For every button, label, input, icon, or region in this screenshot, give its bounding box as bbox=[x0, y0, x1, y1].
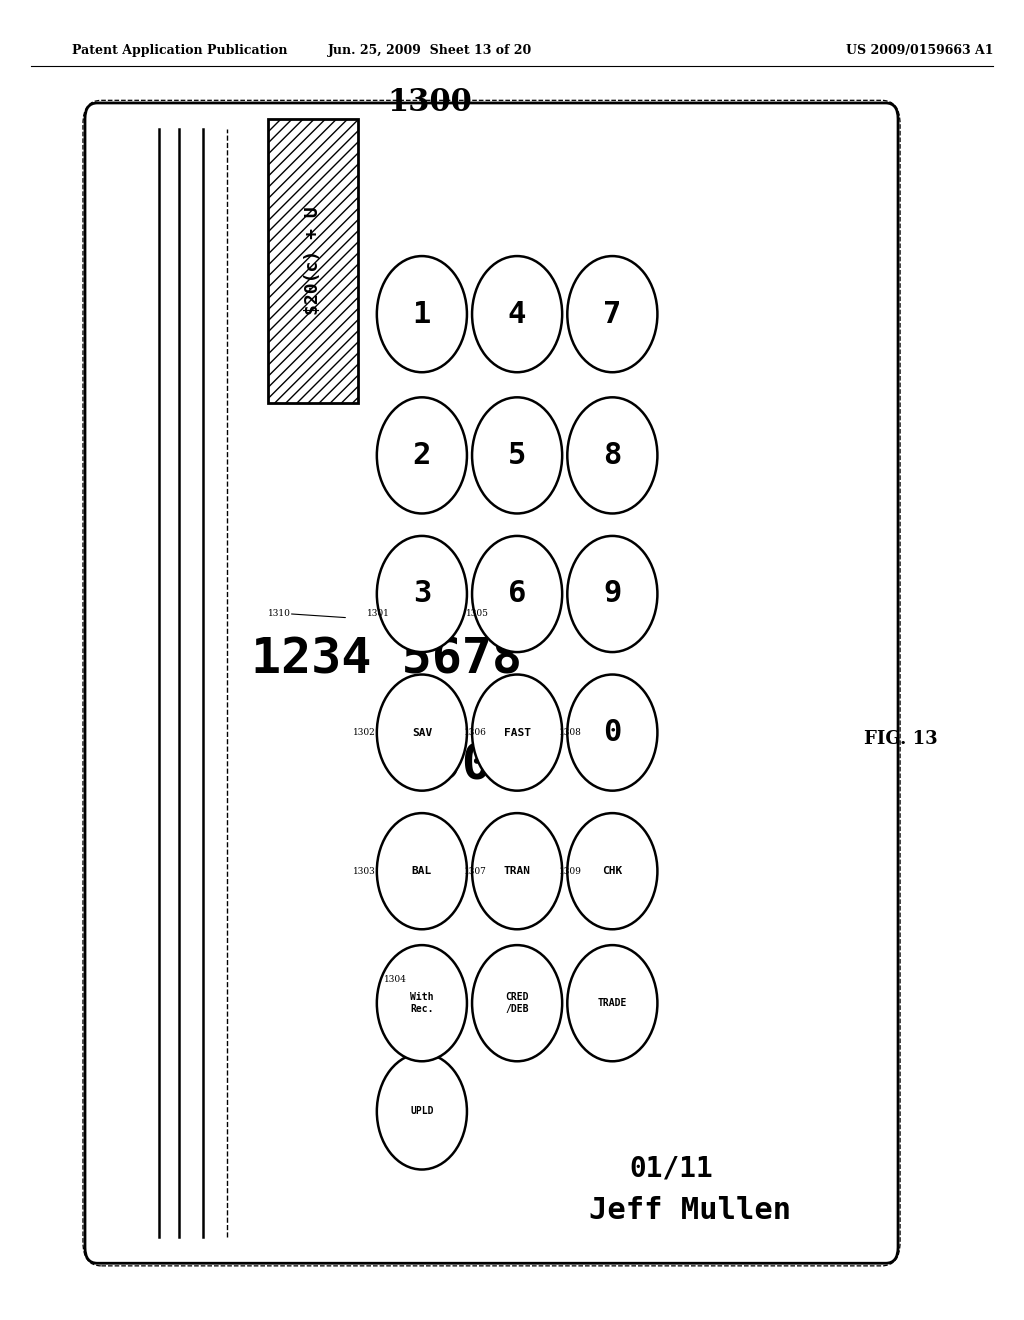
Text: 1310: 1310 bbox=[268, 610, 291, 618]
Text: FAST: FAST bbox=[504, 727, 530, 738]
Text: With
Rec.: With Rec. bbox=[411, 993, 433, 1014]
Text: 1: 1 bbox=[413, 300, 431, 329]
Circle shape bbox=[567, 675, 657, 791]
Text: 1305: 1305 bbox=[466, 610, 488, 618]
Circle shape bbox=[377, 1053, 467, 1170]
Text: 1304: 1304 bbox=[384, 975, 407, 983]
Circle shape bbox=[567, 945, 657, 1061]
Text: 4: 4 bbox=[508, 300, 526, 329]
Circle shape bbox=[472, 675, 562, 791]
Circle shape bbox=[377, 813, 467, 929]
Circle shape bbox=[567, 256, 657, 372]
Text: UPLD: UPLD bbox=[411, 1106, 433, 1117]
Circle shape bbox=[472, 536, 562, 652]
Text: 1309: 1309 bbox=[559, 867, 582, 875]
Circle shape bbox=[377, 256, 467, 372]
Text: 1303: 1303 bbox=[353, 867, 376, 875]
Text: 0: 0 bbox=[603, 718, 622, 747]
Circle shape bbox=[472, 945, 562, 1061]
Circle shape bbox=[377, 536, 467, 652]
Text: 5: 5 bbox=[508, 441, 526, 470]
Text: 1300: 1300 bbox=[388, 87, 472, 119]
Circle shape bbox=[472, 813, 562, 929]
Text: 2: 2 bbox=[413, 441, 431, 470]
Circle shape bbox=[377, 945, 467, 1061]
Circle shape bbox=[567, 536, 657, 652]
Text: 3: 3 bbox=[413, 579, 431, 609]
Text: 1308: 1308 bbox=[559, 729, 582, 737]
Text: 01/11: 01/11 bbox=[630, 1154, 714, 1183]
Text: 8: 8 bbox=[603, 441, 622, 470]
Text: SAV: SAV bbox=[412, 727, 432, 738]
Text: 7: 7 bbox=[603, 300, 622, 329]
Circle shape bbox=[567, 397, 657, 513]
Text: US 2009/0159663 A1: US 2009/0159663 A1 bbox=[846, 44, 993, 57]
Circle shape bbox=[377, 675, 467, 791]
Text: Jeff Mullen: Jeff Mullen bbox=[589, 1196, 791, 1225]
Text: 6: 6 bbox=[508, 579, 526, 609]
Text: FIG. 13: FIG. 13 bbox=[864, 730, 938, 748]
Text: 90: 90 bbox=[251, 742, 492, 789]
Text: CHK: CHK bbox=[602, 866, 623, 876]
Text: TRADE: TRADE bbox=[598, 998, 627, 1008]
Circle shape bbox=[472, 256, 562, 372]
Text: Patent Application Publication: Patent Application Publication bbox=[72, 44, 287, 57]
Circle shape bbox=[377, 397, 467, 513]
Text: TRAN: TRAN bbox=[504, 866, 530, 876]
Text: Jun. 25, 2009  Sheet 13 of 20: Jun. 25, 2009 Sheet 13 of 20 bbox=[328, 44, 532, 57]
Text: 1301: 1301 bbox=[367, 610, 389, 618]
Text: $20(c) + U: $20(c) + U bbox=[304, 206, 323, 315]
Text: 1302: 1302 bbox=[353, 729, 376, 737]
Text: 1307: 1307 bbox=[464, 867, 486, 875]
Circle shape bbox=[567, 813, 657, 929]
FancyBboxPatch shape bbox=[85, 103, 898, 1263]
Text: BAL: BAL bbox=[412, 866, 432, 876]
Circle shape bbox=[472, 397, 562, 513]
Text: CRED
/DEB: CRED /DEB bbox=[506, 993, 528, 1014]
Text: 1306: 1306 bbox=[464, 729, 486, 737]
Text: 1234 5678: 1234 5678 bbox=[251, 636, 522, 684]
Bar bbox=[268, 119, 358, 403]
Text: 9: 9 bbox=[603, 579, 622, 609]
